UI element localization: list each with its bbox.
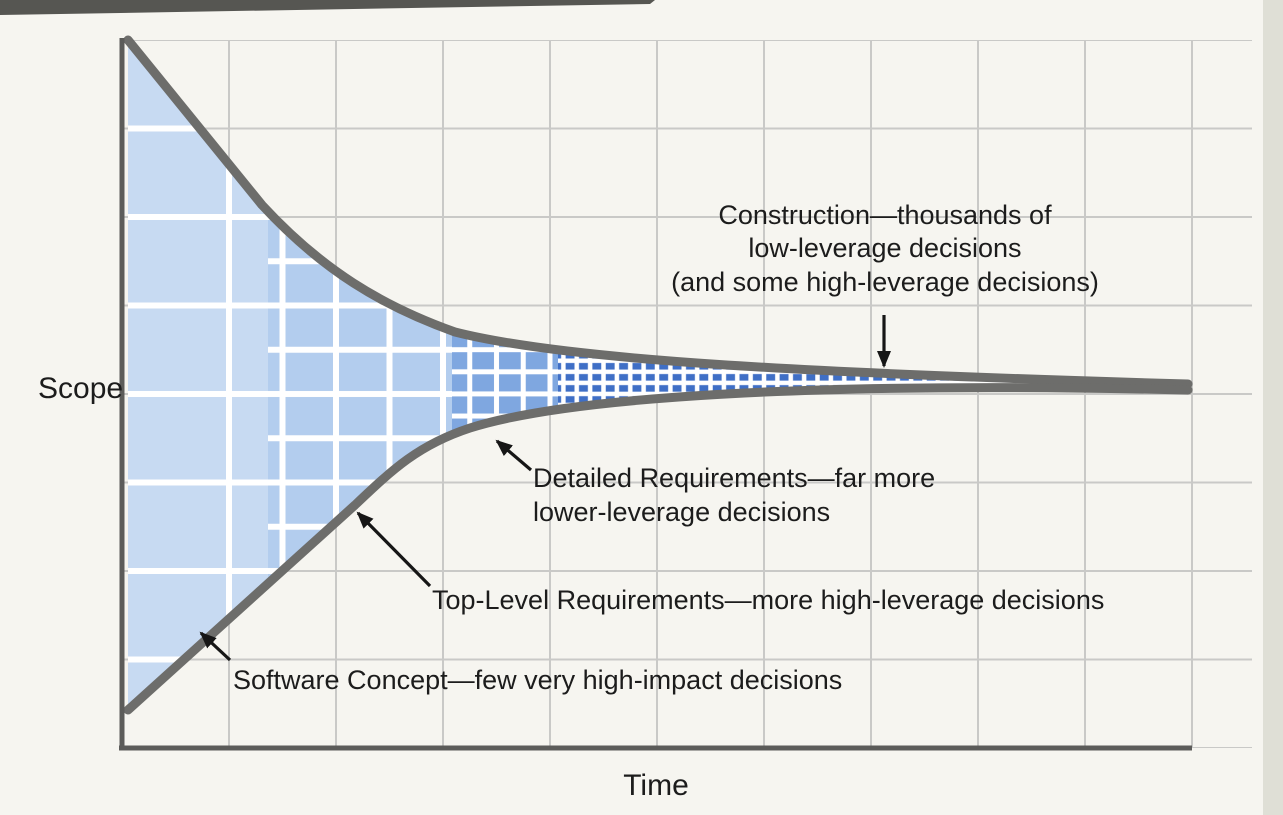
y-axis-label: Scope xyxy=(38,372,123,405)
funnel-bottom-outline xyxy=(123,383,1193,715)
annotation-top-level: Top-Level Requirements—more high-leverag… xyxy=(432,585,1104,615)
x-axis-label: Time xyxy=(623,769,689,802)
top-edge-smudge xyxy=(0,0,655,15)
annotation-construction-line1: Construction—thousands of xyxy=(718,200,1052,230)
annotation-detailed-line1: Detailed Requirements—far more xyxy=(533,463,935,493)
annotation-construction-line3: (and some high-leverage decisions) xyxy=(671,267,1099,297)
annotation-detailed-line2: lower-leverage decisions xyxy=(533,497,830,527)
software-concept-arrow xyxy=(199,631,232,662)
detailed-requirements-arrow xyxy=(495,439,533,472)
right-edge-scan-band xyxy=(1263,0,1283,815)
funnel-top-outline xyxy=(123,35,1193,389)
annotation-construction-line2: low-leverage decisions xyxy=(748,233,1021,263)
top-level-requirements-arrow xyxy=(356,511,432,588)
annotation-software-concept: Software Concept—few very high-impact de… xyxy=(233,665,842,695)
